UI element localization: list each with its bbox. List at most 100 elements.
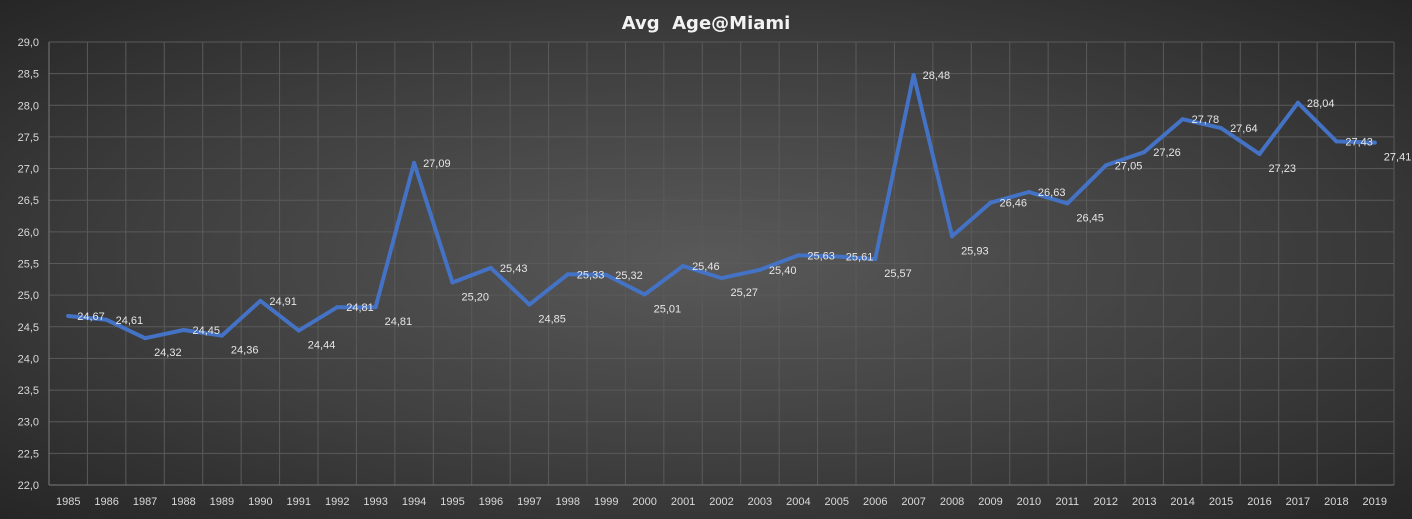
- data-point: [950, 234, 955, 239]
- data-label: 24,32: [154, 347, 182, 359]
- data-label: 24,61: [116, 315, 144, 327]
- x-tick-label: 2016: [1247, 496, 1271, 508]
- y-tick-label: 26,5: [18, 195, 39, 207]
- y-tick-label: 25,0: [18, 290, 39, 302]
- y-tick-label: 23,0: [18, 417, 39, 429]
- data-point: [1065, 201, 1070, 206]
- data-point: [1295, 100, 1300, 105]
- x-tick-label: 2008: [940, 496, 964, 508]
- data-label: 25,46: [692, 261, 720, 273]
- series-line: [66, 72, 1377, 341]
- data-point: [1026, 189, 1031, 194]
- x-tick-label: 1999: [594, 496, 618, 508]
- data-label: 27,78: [1192, 114, 1220, 126]
- data-point: [642, 292, 647, 297]
- x-tick-label: 2006: [863, 496, 887, 508]
- data-label: 25,43: [500, 263, 528, 275]
- data-label: 25,27: [731, 287, 759, 299]
- data-label: 24,45: [193, 325, 221, 337]
- data-point: [258, 298, 263, 303]
- gridlines: [48, 41, 1395, 486]
- data-label: 26,46: [1000, 198, 1028, 210]
- data-label: 26,45: [1076, 212, 1104, 224]
- x-tick-label: 1997: [517, 496, 541, 508]
- data-label: 25,33: [577, 269, 605, 281]
- data-point: [988, 200, 993, 205]
- data-label: 27,26: [1153, 147, 1181, 159]
- data-point: [527, 302, 532, 307]
- x-tick-label: 1987: [133, 496, 157, 508]
- x-tick-label: 1990: [248, 496, 272, 508]
- x-tick-label: 2001: [671, 496, 695, 508]
- data-label: 27,43: [1345, 136, 1373, 148]
- data-label: 25,61: [846, 252, 874, 264]
- chart-title: Avg Age@Miami: [622, 13, 791, 34]
- data-point: [873, 257, 878, 262]
- data-point: [1180, 117, 1185, 122]
- data-point: [450, 280, 455, 285]
- data-point: [296, 328, 301, 333]
- data-label: 28,04: [1307, 98, 1335, 110]
- data-point: [1372, 140, 1377, 145]
- x-tick-label: 1995: [440, 496, 464, 508]
- data-point: [219, 333, 224, 338]
- data-label: 25,40: [769, 265, 797, 277]
- data-label: 25,63: [807, 250, 835, 262]
- x-tick-label: 2003: [748, 496, 772, 508]
- x-tick-label: 2012: [1094, 496, 1118, 508]
- data-point: [1103, 163, 1108, 168]
- data-point: [66, 314, 71, 319]
- x-tick-label: 2015: [1209, 496, 1233, 508]
- data-point: [104, 317, 109, 322]
- data-label: 25,93: [961, 245, 989, 257]
- y-tick-label: 23,5: [18, 385, 39, 397]
- y-tick-label: 25,5: [18, 259, 39, 271]
- data-label: 26,63: [1038, 187, 1066, 199]
- data-label: 27,05: [1115, 160, 1143, 172]
- series-layer: [66, 72, 1377, 341]
- data-label: 27,09: [423, 158, 451, 170]
- y-axis: 22,0 22,5 23,0 23,5 24,0 24,5 25,0 25,5 26,0 26,5…: [18, 37, 50, 492]
- x-tick-label: 2013: [1132, 496, 1156, 508]
- x-tick-label: 1993: [363, 496, 387, 508]
- data-point: [1142, 150, 1147, 155]
- data-point: [1334, 139, 1339, 144]
- y-tick-label: 22,5: [18, 448, 39, 460]
- data-point: [488, 265, 493, 270]
- data-point: [757, 267, 762, 272]
- x-tick-label: 2011: [1056, 496, 1080, 508]
- x-tick-label: 1996: [479, 496, 503, 508]
- data-label: 24,67: [77, 311, 105, 323]
- x-tick-label: 2005: [825, 496, 849, 508]
- x-tick-label: 1994: [402, 496, 426, 508]
- x-tick-label: 2000: [632, 496, 656, 508]
- y-tick-label: 27,0: [18, 164, 39, 176]
- data-label: 27,64: [1230, 123, 1258, 135]
- x-tick-label: 1985: [56, 496, 80, 508]
- data-labels: 24,67 24,61 24,32 24,45 24,36 24,91 24,44 24,81…: [77, 70, 1411, 359]
- data-label: 27,41: [1384, 152, 1412, 164]
- data-label: 24,36: [231, 345, 259, 357]
- x-tick-label: 2002: [709, 496, 733, 508]
- x-tick-label: 2004: [786, 496, 810, 508]
- y-tick-label: 24,5: [18, 322, 39, 334]
- data-point: [143, 336, 148, 341]
- y-tick-label: 27,5: [18, 132, 39, 144]
- data-point: [1257, 152, 1262, 157]
- data-label: 25,20: [462, 291, 490, 303]
- data-label: 24,81: [385, 316, 413, 328]
- data-label: 24,44: [308, 340, 336, 352]
- y-tick-label: 28,5: [18, 69, 39, 81]
- data-label: 25,32: [615, 270, 643, 282]
- data-point: [565, 272, 570, 277]
- y-tick-label: 28,0: [18, 100, 39, 112]
- x-tick-label: 1991: [287, 496, 311, 508]
- data-point: [181, 327, 186, 332]
- data-point: [373, 305, 378, 310]
- x-tick-label: 2017: [1286, 496, 1310, 508]
- x-tick-label: 2014: [1170, 496, 1194, 508]
- data-point: [335, 305, 340, 310]
- y-tick-label: 29,0: [18, 37, 39, 49]
- data-point: [796, 253, 801, 258]
